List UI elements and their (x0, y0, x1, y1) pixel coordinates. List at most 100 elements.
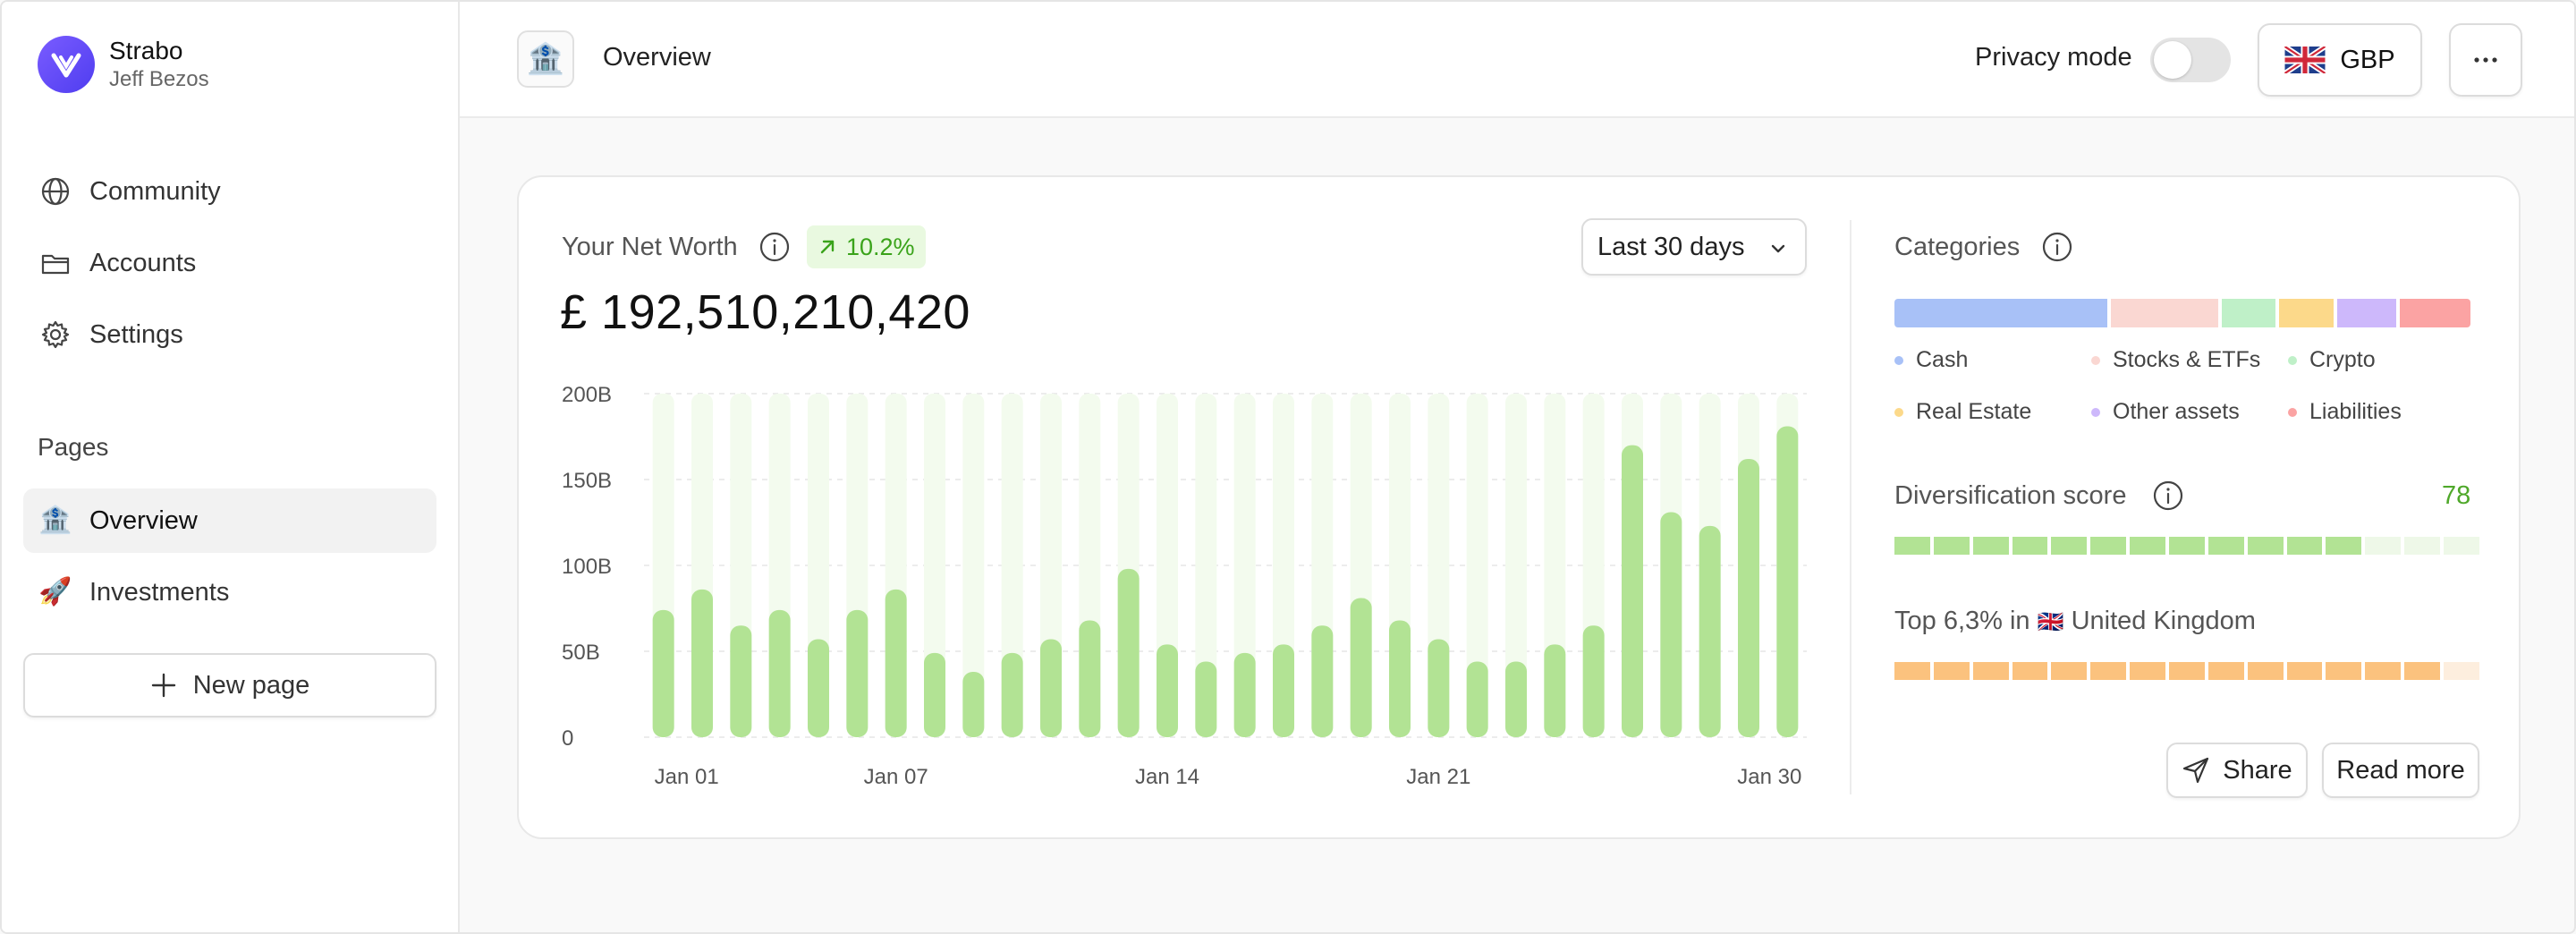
score-segment (2090, 537, 2127, 555)
category-segment[interactable] (2336, 299, 2397, 327)
chart-bar[interactable] (1040, 639, 1062, 737)
category-segment[interactable] (1894, 299, 2107, 327)
chart-bar[interactable] (1582, 625, 1605, 737)
currency-button[interactable]: GBP (2258, 23, 2422, 97)
chart-bar[interactable] (1428, 639, 1450, 737)
chart-bar[interactable] (1544, 644, 1566, 737)
score-segment (1933, 537, 1970, 555)
diversification-score-bar (1894, 537, 2479, 555)
sidebar-item-label: Settings (89, 319, 183, 349)
brand[interactable]: Strabo Jeff Bezos (38, 36, 209, 93)
chart-bar[interactable] (1389, 620, 1411, 737)
chart-bar[interactable] (1157, 644, 1178, 737)
chart-bar[interactable] (1233, 652, 1256, 737)
send-icon (2182, 756, 2210, 785)
chart-bar[interactable] (1660, 512, 1682, 737)
info-icon[interactable] (2152, 480, 2184, 512)
overview-card: Your Net Worth 10.2% £ 192,510,210,420 L… (517, 175, 2521, 839)
chart-bar[interactable] (1350, 598, 1372, 737)
chart-bar[interactable] (1195, 661, 1217, 737)
chevron-down-icon (1767, 238, 1789, 259)
chart-bar[interactable] (924, 652, 945, 737)
legend-label: Liabilities (2309, 399, 2402, 424)
chart-bar[interactable] (1738, 458, 1759, 737)
sidebar-item-accounts[interactable]: Accounts (23, 231, 436, 295)
share-button[interactable]: Share (2166, 743, 2308, 798)
gear-icon (39, 318, 72, 351)
privacy-mode-label: Privacy mode (1975, 43, 2132, 72)
score-segment (1972, 537, 2009, 555)
ranking-segment (2286, 662, 2323, 680)
x-tick-label: Jan 21 (1406, 765, 1470, 789)
chart-bar[interactable] (962, 672, 985, 737)
privacy-mode-toggle[interactable] (2150, 38, 2231, 82)
bar-track (1001, 394, 1023, 737)
new-page-button[interactable]: New page (23, 653, 436, 717)
info-icon[interactable] (2041, 231, 2073, 263)
sidebar-item-community[interactable]: Community (23, 159, 436, 224)
info-icon[interactable] (758, 231, 791, 263)
chart-bar[interactable] (846, 609, 869, 737)
page-icon[interactable]: 🏦 (517, 30, 574, 88)
chart-bar[interactable] (1311, 625, 1334, 737)
legend-real-estate: Real Estate (1894, 399, 2031, 425)
chart-bar[interactable] (768, 609, 791, 737)
chart-bar[interactable] (1699, 525, 1721, 737)
legend-label: Cash (1916, 347, 1969, 372)
strabo-logo-icon (38, 36, 95, 93)
legend-liabilities: Liabilities (2288, 399, 2402, 425)
category-segment[interactable] (2222, 299, 2276, 327)
chart-bar[interactable] (730, 625, 752, 737)
category-segment[interactable] (2279, 299, 2334, 327)
score-segment (2051, 537, 2088, 555)
date-range-dropdown[interactable]: Last 30 days (1581, 218, 1807, 276)
new-page-label: New page (192, 670, 310, 700)
plus-icon (150, 672, 177, 699)
legend-dot (1894, 407, 1903, 417)
chart-bar[interactable] (652, 609, 674, 737)
chart-bar[interactable] (1622, 445, 1643, 737)
y-tick-label: 50B (562, 641, 600, 665)
x-tick-label: Jan 14 (1135, 765, 1199, 789)
chart-bar[interactable] (691, 589, 713, 737)
bar-track (1195, 394, 1217, 737)
sidebar-item-overview[interactable]: 🏦 Overview (23, 488, 436, 553)
chart-bar[interactable] (885, 589, 907, 737)
chart-bar[interactable] (808, 639, 829, 737)
date-range-label: Last 30 days (1597, 232, 1745, 261)
arrow-up-right-icon (818, 237, 837, 257)
ranking-segment (2365, 662, 2402, 680)
ranking-segment (2130, 662, 2166, 680)
chart-bar[interactable] (1079, 620, 1101, 737)
currency-label: GBP (2340, 45, 2395, 74)
globe-icon (39, 175, 72, 208)
category-segment[interactable] (2110, 299, 2219, 327)
score-segment (2444, 537, 2479, 555)
sidebar-item-settings[interactable]: Settings (23, 302, 436, 367)
sidebar-item-investments[interactable]: 🚀 Investments (23, 560, 436, 624)
score-segment (2207, 537, 2244, 555)
chart-bar[interactable] (1273, 644, 1294, 737)
chart-bar[interactable] (1117, 568, 1140, 737)
chart-bar[interactable] (1466, 661, 1488, 737)
legend-label: Other assets (2113, 399, 2240, 424)
ranking-prefix: Top 6,3% in (1894, 607, 2030, 635)
chart-bar[interactable] (1505, 661, 1527, 737)
bar-track (1466, 394, 1488, 737)
chart-bar[interactable] (1001, 652, 1023, 737)
chart-bar[interactable] (1776, 426, 1799, 737)
sidebar-item-label: Overview (89, 505, 198, 535)
net-worth-change-badge: 10.2% (807, 225, 926, 268)
read-more-button[interactable]: Read more (2322, 743, 2479, 798)
ranking-segment (2090, 662, 2127, 680)
legend-other-assets: Other assets (2091, 399, 2240, 425)
legend-dot (2091, 355, 2100, 365)
uk-flag-icon: 🇬🇧 (2037, 610, 2064, 634)
more-options-button[interactable] (2449, 23, 2522, 97)
sidebar-item-label: Accounts (89, 248, 197, 277)
category-segment[interactable] (2400, 299, 2471, 327)
pages-section-label: Pages (38, 433, 109, 461)
diversification-score: 78 (2442, 481, 2471, 510)
sidebar-item-label: Community (89, 176, 221, 206)
